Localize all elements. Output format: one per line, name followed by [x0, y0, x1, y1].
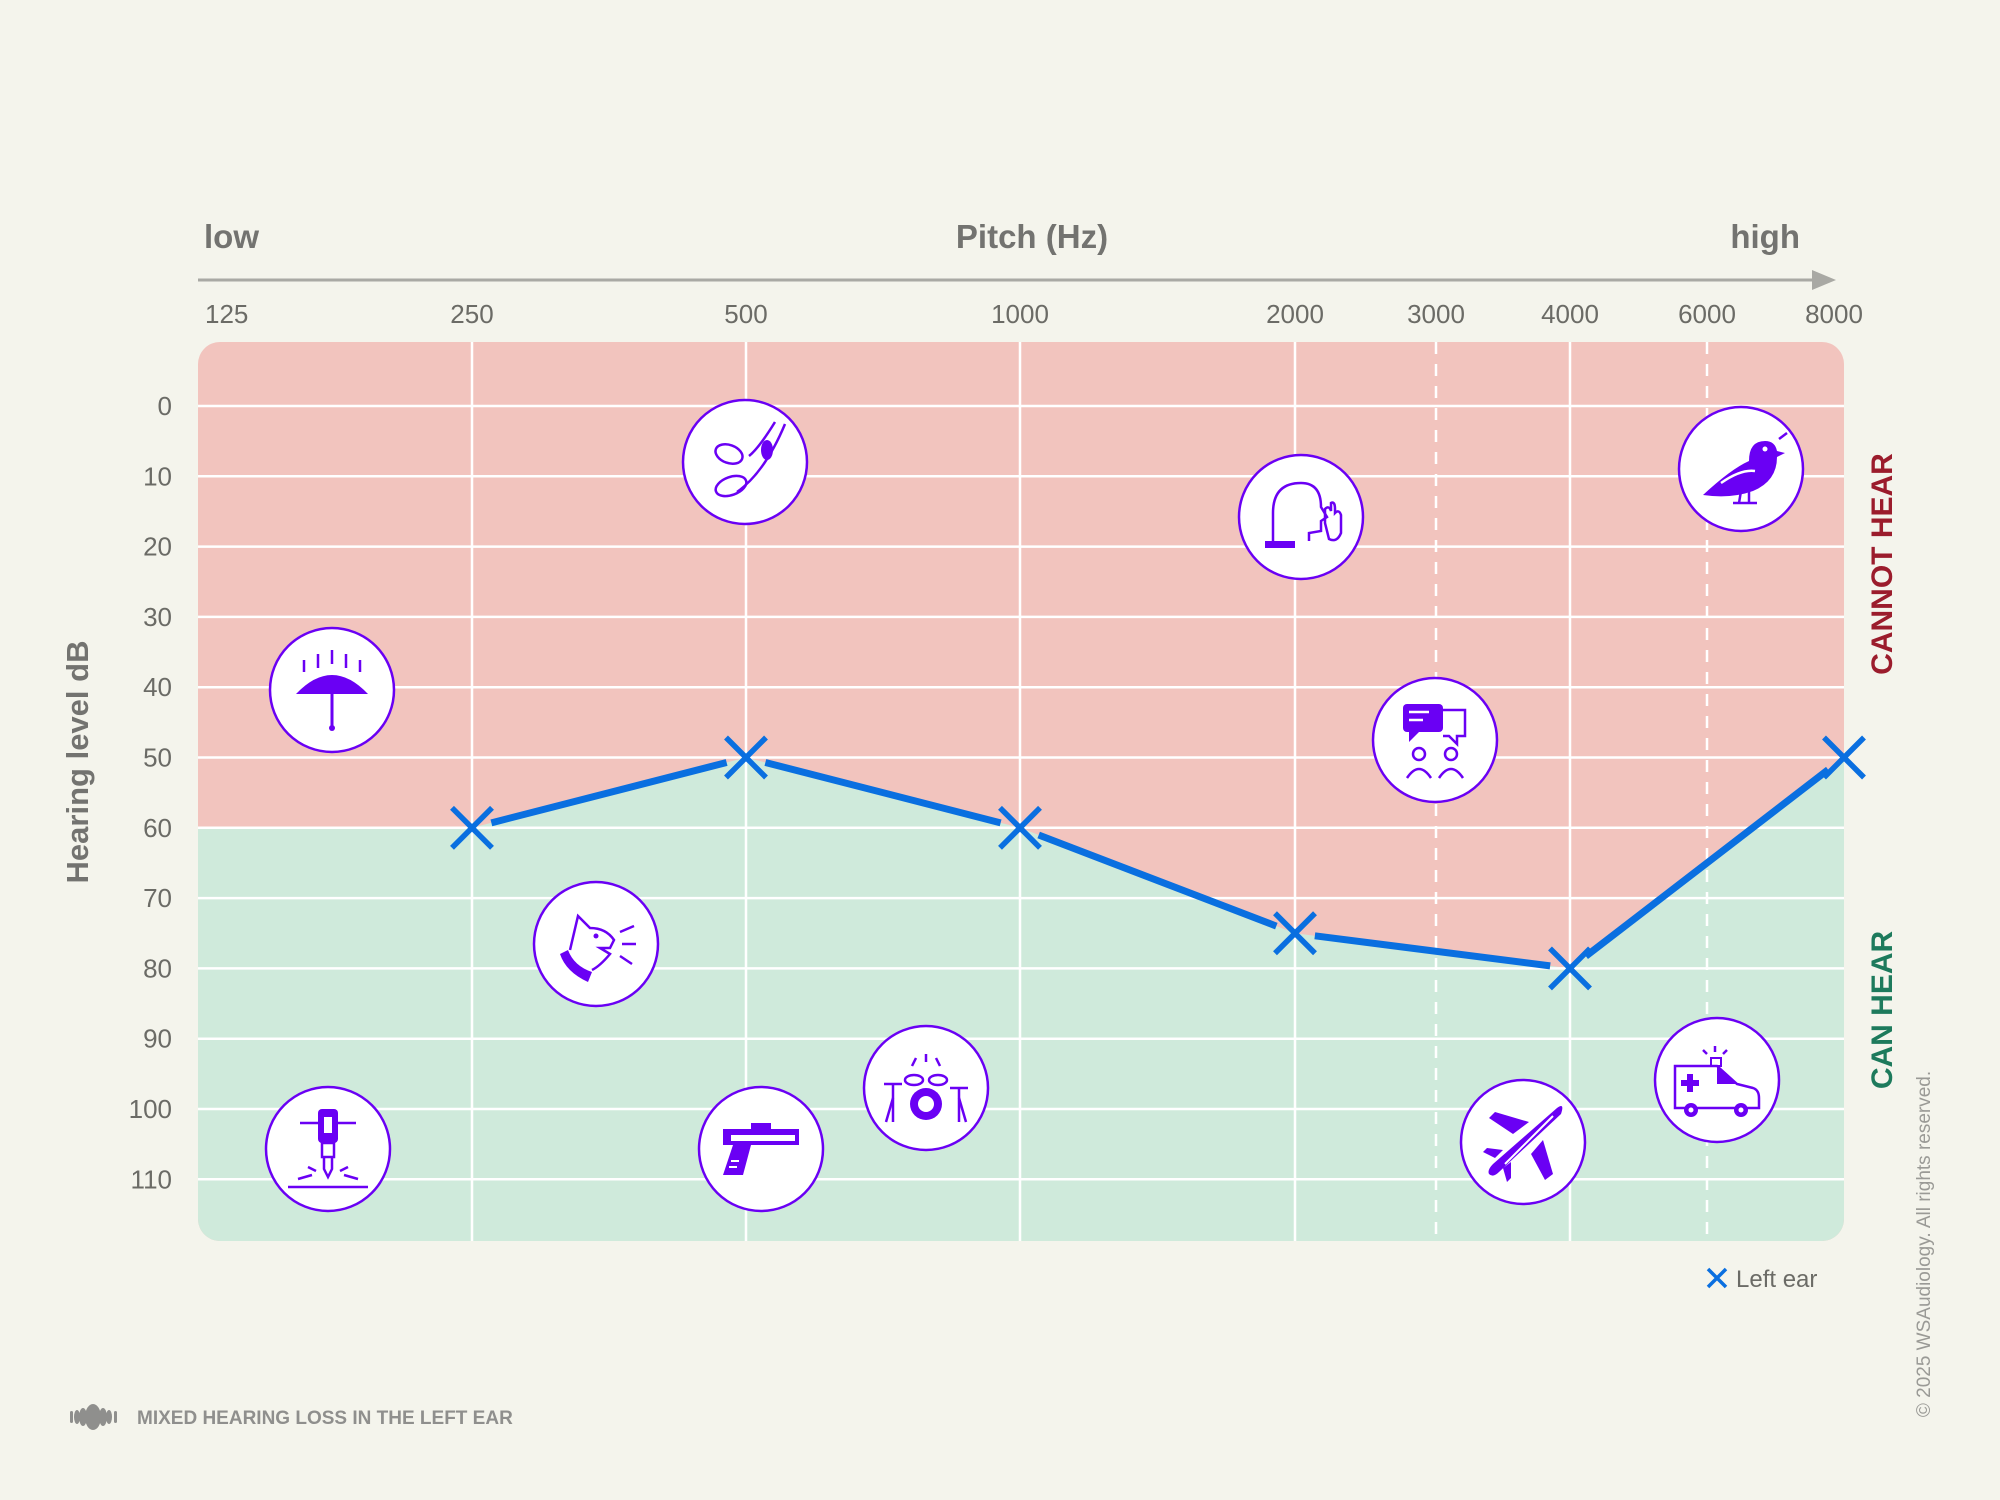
chart-title: Pitch (Hz): [956, 218, 1108, 255]
rustling-leaves-icon: [681, 398, 809, 526]
pitch-arrow-head: [1812, 270, 1836, 290]
series-line-segment: [1314, 932, 1551, 970]
data-point-x-marker: [450, 805, 494, 850]
y-tick-label: 40: [143, 672, 172, 702]
y-tick-label: 60: [143, 813, 172, 843]
data-point-x-marker: [724, 735, 768, 780]
barking-dog-icon: [532, 880, 660, 1008]
legend-label-left-ear: Left ear: [1736, 1266, 1817, 1293]
series-line-segment: [1037, 831, 1278, 930]
y-tick-label: 90: [143, 1024, 172, 1054]
legend: Left ear: [1706, 1266, 1817, 1293]
conversation-icon: [1371, 676, 1499, 804]
x-label-low: low: [204, 218, 259, 255]
y-tick-label: 100: [129, 1094, 172, 1124]
data-point-x-marker: [1822, 735, 1866, 780]
airplane-icon: [1459, 1078, 1587, 1206]
footer: MIXED HEARING LOSS IN THE LEFT EAR: [70, 1404, 513, 1430]
rain-umbrella-icon: [268, 626, 396, 754]
whisper-icon: [1237, 453, 1365, 581]
copyright: © 2025 WSAudiology. All rights reserved.: [1914, 1071, 1935, 1417]
data-point-x-marker: [1273, 911, 1317, 956]
series-line-segment: [490, 759, 728, 827]
drums-icon: [862, 1024, 990, 1152]
x-label-high: high: [1730, 218, 1800, 255]
zone-label-can-hear: CAN HEAR: [1866, 931, 1899, 1090]
x-tick-label: 1000: [991, 299, 1049, 329]
y-tick-label: 0: [158, 391, 172, 421]
y-tick-label: 110: [131, 1164, 172, 1194]
x-tick-label: 125: [205, 299, 248, 329]
y-tick-label: 50: [143, 743, 172, 773]
y-tick-label: 10: [143, 461, 172, 491]
gunshot-icon: [697, 1085, 825, 1213]
jackhammer-icon: [264, 1085, 392, 1213]
x-tick-label: 250: [450, 299, 493, 329]
x-tick-label: 3000: [1407, 299, 1465, 329]
footer-title: MIXED HEARING LOSS IN THE LEFT EAR: [137, 1408, 513, 1429]
sound-wave-icon: [70, 1404, 117, 1430]
y-tick-label: 20: [143, 532, 172, 562]
ambulance-siren-icon: [1653, 1016, 1781, 1144]
y-tick-label: 70: [143, 883, 172, 913]
legend-x-marker: [1706, 1267, 1728, 1289]
series-line-segment: [764, 759, 1002, 827]
x-tick-label: 500: [724, 299, 767, 329]
x-tick-label: 6000: [1678, 299, 1736, 329]
y-axis-title: Hearing level dB: [60, 641, 95, 884]
x-tick-label: 8000: [1805, 299, 1863, 329]
zone-label-cannot-hear: CANNOT HEAR: [1866, 453, 1899, 675]
bird-chirping-icon: [1677, 405, 1805, 533]
y-tick-label: 80: [143, 953, 172, 983]
data-point-x-marker: [1548, 946, 1592, 991]
x-tick-label: 2000: [1266, 299, 1324, 329]
y-tick-label: 30: [143, 602, 172, 632]
x-tick-label: 4000: [1541, 299, 1599, 329]
series-line-segment: [1583, 766, 1831, 959]
data-point-x-marker: [998, 805, 1042, 850]
